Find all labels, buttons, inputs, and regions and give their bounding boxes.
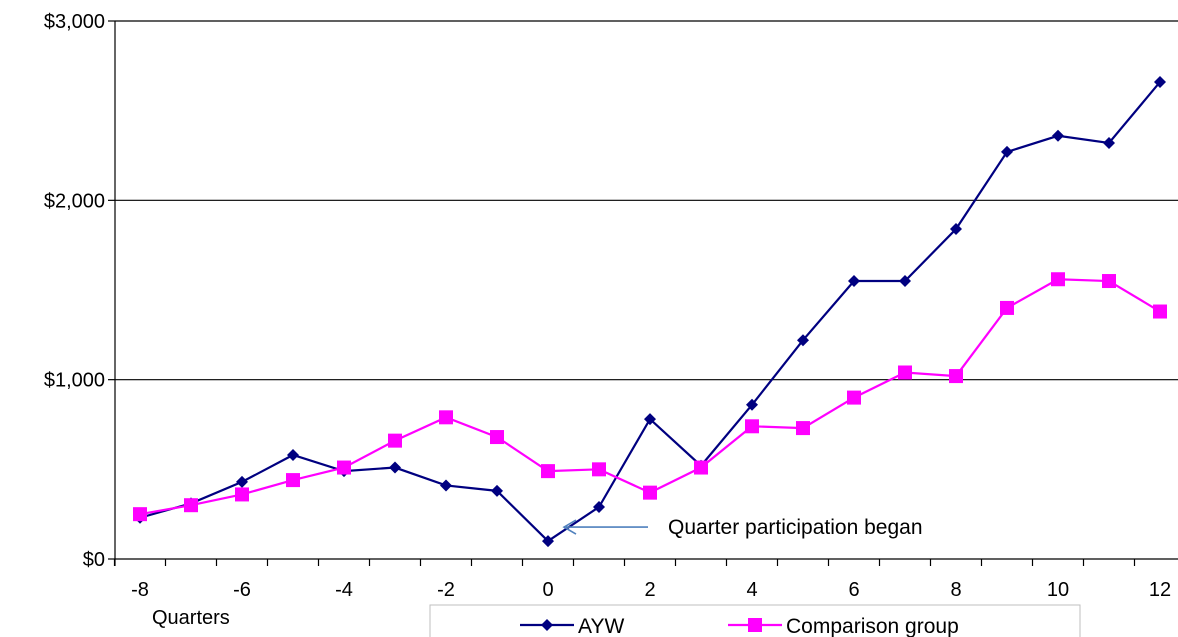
data-point [235,487,249,502]
y-tick-label: $0 [83,549,105,571]
legend-item: AYW [520,615,624,637]
data-point [236,475,248,488]
data-point [184,498,198,513]
arrow-head [562,519,577,535]
data-point [593,500,605,513]
data-point [541,464,555,479]
legend-label: AYW [578,615,624,637]
data-point [797,334,809,347]
x-tick-label: 6 [848,579,859,601]
data-point [847,390,861,405]
x-tick-label: 10 [1047,579,1069,601]
series-comparison-group [133,272,1167,522]
legend: AYW Comparison group [429,604,1081,637]
gridlines [115,20,1178,381]
data-point [1052,129,1064,142]
data-point [592,462,606,477]
x-tick-label: 4 [746,579,757,601]
data-point [1000,300,1014,315]
data-point [899,275,911,288]
data-point [644,413,656,426]
data-point [287,448,299,461]
y-tick-label: $2,000 [44,190,105,212]
data-point [745,419,759,434]
data-point [542,535,554,548]
y-axis-tick-labels: $0 $1,000 $2,000 $3,000 [44,11,105,571]
legend-marker [748,618,762,632]
annotations: Quarter participation began [562,516,923,539]
data-point [950,223,962,236]
data-point [439,410,453,425]
data-point [949,369,963,384]
annotation: Quarter participation began [562,516,923,539]
data-point [389,461,401,474]
y-tick-label: $1,000 [44,370,105,392]
series [133,75,1167,548]
data-point [848,275,860,288]
x-tick-label: -4 [335,579,353,601]
x-tick-label: -2 [437,579,455,601]
data-point [491,484,503,497]
legend-label: Comparison group [786,615,959,637]
x-tick-label: -8 [131,579,149,601]
data-point [286,473,300,488]
x-tick-label: -6 [233,579,251,601]
axes [108,20,1178,566]
data-point [133,507,147,522]
legend-item: Comparison group [728,615,959,637]
legend-marker [541,619,553,631]
data-point [440,479,452,492]
data-point [1154,75,1166,88]
data-point [746,398,758,411]
annotation-text: Quarter participation began [668,516,923,539]
data-point [1153,304,1167,319]
data-point [1103,136,1115,149]
x-axis-label: Quarters [152,607,230,629]
data-point [388,433,402,448]
data-point [1102,274,1116,289]
data-point [694,460,708,475]
data-point [898,365,912,380]
data-point [337,460,351,475]
data-point [643,485,657,500]
x-tick-label: 12 [1149,579,1171,601]
x-tick-label: 2 [644,579,655,601]
y-tick-label: $3,000 [44,11,105,33]
data-point [1051,272,1065,287]
x-axis-tick-labels: -8 -6 -4 -2 0 2 4 6 8 10 12 [131,579,1171,601]
data-point [796,421,810,436]
data-point [1001,145,1013,158]
x-tick-label: 8 [950,579,961,601]
data-point [490,430,504,445]
x-tick-label: 0 [542,579,553,601]
